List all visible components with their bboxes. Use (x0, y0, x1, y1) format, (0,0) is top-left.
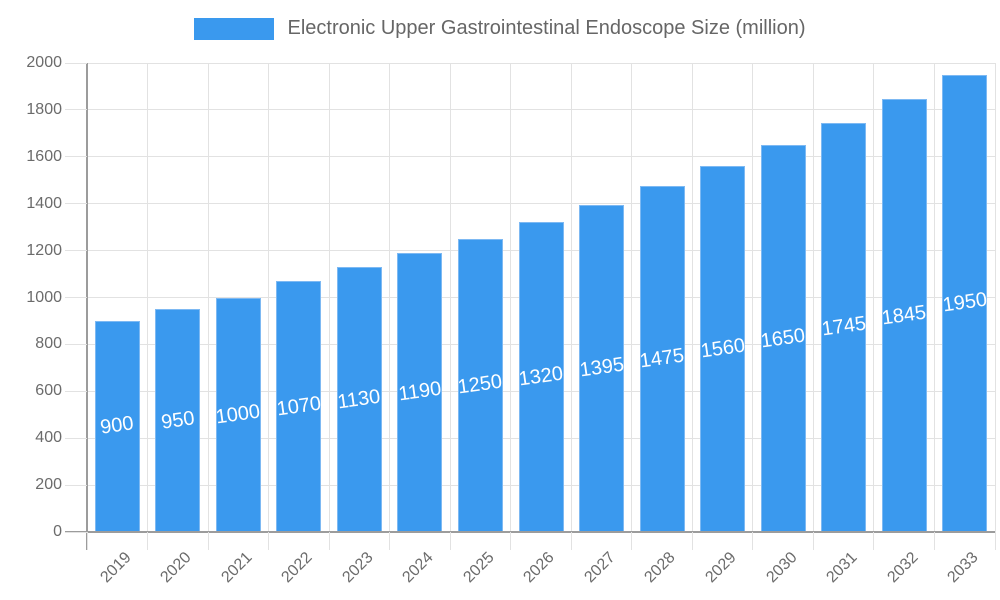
y-axis-label: 2000 (26, 54, 62, 71)
x-axis-tick (328, 532, 330, 550)
bar[interactable] (94, 320, 140, 532)
x-axis-label: 2030 (762, 549, 801, 587)
gridline-horizontal (87, 62, 995, 64)
y-axis-label: 1600 (26, 147, 62, 165)
bar[interactable] (336, 267, 382, 532)
x-axis-tick (873, 532, 875, 550)
y-axis-tick (65, 343, 87, 345)
x-axis-label: 2023 (339, 549, 377, 587)
y-axis-label: 1800 (26, 100, 62, 118)
y-axis-label: 400 (35, 429, 62, 447)
bar[interactable] (397, 252, 443, 532)
x-axis-label: 2022 (278, 549, 316, 587)
gridline-vertical (449, 63, 451, 532)
y-axis-tick (65, 484, 87, 486)
y-axis-label: 200 (35, 476, 62, 494)
gridline-vertical (631, 63, 633, 532)
bar[interactable] (457, 238, 503, 532)
y-axis-label: 0 (53, 523, 62, 540)
y-axis-tick (65, 109, 87, 111)
y-axis-tick (65, 250, 87, 252)
legend[interactable]: Electronic Upper Gastrointestinal Endosc… (0, 17, 1000, 40)
y-axis-label: 1200 (26, 241, 62, 259)
y-axis-tick (65, 156, 87, 158)
plot-area: 900 950 1000 1070 1130 1190 1250 1320 1395 1475 15… (87, 62, 996, 532)
x-axis-tick (147, 532, 149, 550)
x-axis-label: 2021 (218, 549, 256, 587)
bar[interactable] (639, 186, 685, 532)
y-axis-tick (65, 62, 87, 64)
y-axis-label: 1000 (26, 288, 62, 306)
y-axis-tick (65, 203, 87, 205)
x-axis-tick (268, 532, 270, 550)
y-axis-tick (65, 297, 87, 298)
x-axis-label: 2026 (520, 549, 559, 587)
x-axis-label: 2024 (399, 549, 437, 587)
gridline-vertical (752, 63, 754, 532)
gridline-vertical (510, 63, 512, 532)
x-axis-label: 2028 (641, 549, 680, 587)
x-axis-tick (812, 532, 814, 550)
x-axis-label: 2025 (460, 549, 498, 587)
x-axis-label: 2027 (581, 549, 619, 587)
x-axis-tick (752, 532, 754, 550)
bar[interactable] (579, 204, 625, 532)
x-axis-tick (510, 532, 512, 550)
gridline-vertical (268, 63, 270, 532)
bar[interactable] (760, 145, 806, 532)
y-axis-line (86, 63, 88, 550)
bar[interactable] (881, 99, 927, 532)
y-axis-label: 1400 (26, 194, 62, 212)
y-axis-tick (65, 531, 87, 533)
gridline-vertical (328, 63, 330, 532)
gridline-vertical (691, 63, 693, 532)
x-axis-line (65, 531, 995, 533)
gridline-horizontal (87, 156, 995, 158)
legend-label: Electronic Upper Gastrointestinal Endosc… (287, 17, 806, 39)
gridline-vertical (933, 63, 935, 532)
y-axis-label: 600 (35, 382, 62, 400)
legend-swatch[interactable] (194, 17, 275, 40)
gridline-vertical (994, 63, 996, 532)
bar[interactable] (821, 122, 867, 532)
gridline-vertical (389, 63, 391, 532)
bar[interactable] (155, 309, 201, 532)
y-axis-tick (65, 437, 87, 439)
bar[interactable] (942, 74, 988, 532)
x-axis-tick (691, 532, 693, 550)
bar[interactable] (215, 297, 261, 532)
x-axis-label: 2031 (823, 549, 861, 587)
x-axis-label: 2032 (884, 549, 922, 587)
x-axis-tick (994, 532, 996, 550)
gridline-horizontal (87, 109, 995, 111)
x-axis-tick (207, 532, 209, 550)
gridline-horizontal (87, 203, 995, 205)
x-axis-tick (389, 532, 391, 550)
gridline-vertical (207, 63, 209, 532)
x-axis-tick (570, 532, 572, 550)
x-axis-label: 2029 (702, 549, 740, 587)
x-axis-label: 2033 (944, 549, 982, 587)
gridline-vertical (873, 63, 875, 532)
x-axis-tick (86, 532, 88, 550)
bar[interactable] (276, 281, 322, 532)
gridline-vertical (147, 63, 149, 532)
gridline-vertical (570, 63, 572, 532)
x-axis-tick (631, 532, 633, 550)
gridline-vertical (812, 63, 814, 532)
bar[interactable] (518, 222, 564, 532)
x-axis-tick (449, 532, 451, 550)
y-axis-label: 800 (35, 335, 62, 353)
x-axis-label: 2020 (157, 549, 195, 587)
bar[interactable] (700, 166, 746, 532)
x-axis-tick (933, 532, 935, 550)
x-axis-label: 2019 (97, 549, 135, 587)
y-axis-tick (65, 390, 87, 392)
